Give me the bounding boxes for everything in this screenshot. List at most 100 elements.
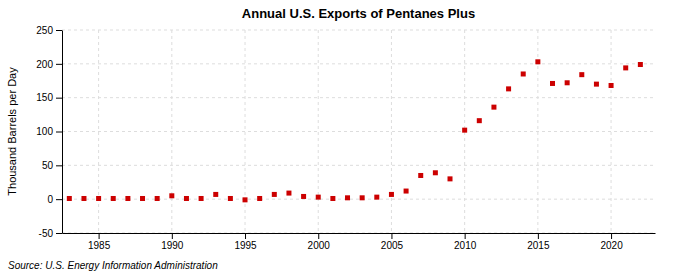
x-tick-label: 1985 [88, 240, 111, 251]
grid-line-y [62, 199, 655, 200]
x-tick-label: 1990 [161, 240, 184, 251]
x-tick: 2005 [381, 233, 404, 251]
grid-line-y [62, 131, 655, 132]
x-tick-mark [172, 233, 173, 239]
point [609, 83, 614, 88]
x-tick-label: 2015 [527, 240, 550, 251]
point [345, 195, 350, 200]
x-tick-mark [99, 233, 100, 239]
point [316, 195, 321, 200]
point [535, 59, 540, 64]
y-tick-label: 250 [36, 25, 53, 36]
y-tick: -50 [39, 228, 62, 239]
point [286, 191, 291, 196]
grid-line-y [62, 165, 655, 166]
source-note: Source: U.S. Energy Information Administ… [8, 260, 218, 271]
x-tick-mark [538, 233, 539, 239]
y-axis-line [62, 31, 63, 234]
point [169, 193, 174, 198]
x-tick-label: 2005 [381, 240, 404, 251]
point [477, 118, 482, 123]
x-tick-mark [611, 233, 612, 239]
point [213, 192, 218, 197]
plot-area: 1985 1990 1995 2000 2005 2010 2015 2020 -50 0 50 10… [36, 25, 655, 251]
point [81, 196, 86, 201]
point [330, 196, 335, 201]
y-tick-mark [56, 30, 62, 31]
point [550, 81, 555, 86]
point [418, 173, 423, 178]
x-tick-mark [391, 233, 392, 239]
y-tick: 0 [47, 194, 62, 205]
point [199, 196, 204, 201]
x-tick: 1985 [88, 233, 111, 251]
point [462, 128, 467, 133]
grid-line-y [62, 30, 655, 31]
y-tick: 150 [36, 92, 62, 103]
y-tick-label: 100 [36, 126, 53, 137]
y-tick: 250 [36, 25, 62, 36]
x-axis: 1985 1990 1995 2000 2005 2010 2015 2020 [63, 233, 656, 251]
point [272, 192, 277, 197]
point [623, 65, 628, 70]
x-tick: 2010 [454, 233, 477, 251]
point [360, 195, 365, 200]
x-tick-label: 2010 [454, 240, 477, 251]
grid-line-y [62, 233, 655, 234]
x-tick: 2020 [600, 233, 623, 251]
grid [62, 30, 655, 233]
point [67, 196, 72, 201]
grid-line-y [62, 63, 655, 64]
y-tick: 100 [36, 126, 62, 137]
point [491, 105, 496, 110]
y-tick-mark [56, 165, 62, 166]
chart-svg: 1985 1990 1995 2000 2005 2010 2015 2020 -50 0 50 10… [0, 0, 675, 275]
chart-container: 1985 1990 1995 2000 2005 2010 2015 2020 -50 0 50 10… [0, 0, 675, 275]
x-tick: 1990 [161, 233, 184, 251]
x-tick-label: 2000 [308, 240, 331, 251]
y-axis-title: Thousand Barrels per Day [6, 67, 18, 196]
point [111, 196, 116, 201]
marks [67, 59, 643, 202]
y-tick-mark [56, 64, 62, 65]
point [257, 196, 262, 201]
point [140, 196, 145, 201]
point [565, 80, 570, 85]
x-tick-label: 2020 [600, 240, 623, 251]
point [96, 196, 101, 201]
point [433, 170, 438, 175]
point [389, 192, 394, 197]
x-tick: 2000 [308, 233, 331, 251]
y-tick-label: 150 [36, 92, 53, 103]
y-tick: 200 [36, 59, 62, 70]
y-tick-mark [56, 233, 62, 234]
y-tick-mark [56, 199, 62, 200]
point [184, 196, 189, 201]
x-tick: 2015 [527, 233, 550, 251]
grid-line-x [391, 30, 392, 233]
title: Annual U.S. Exports of Pentanes Plus [242, 6, 475, 21]
point [448, 176, 453, 181]
point [228, 196, 233, 201]
point [638, 62, 643, 67]
x-tick-label: 1995 [234, 240, 257, 251]
x-axis-line [63, 233, 656, 234]
x-tick: 1995 [234, 233, 257, 251]
y-tick-label: 200 [36, 59, 53, 70]
y-tick-mark [56, 132, 62, 133]
point [243, 197, 248, 202]
x-tick-mark [318, 233, 319, 239]
point [155, 196, 160, 201]
point [594, 82, 599, 87]
point [404, 189, 409, 194]
point [579, 72, 584, 77]
x-tick-mark [245, 233, 246, 239]
point [125, 196, 130, 201]
y-tick-label: 50 [42, 160, 54, 171]
x-tick-mark [465, 233, 466, 239]
point [521, 71, 526, 76]
point [506, 86, 511, 91]
y-tick-mark [56, 98, 62, 99]
y-axis: -50 0 50 100 150 200 250 [36, 25, 62, 239]
grid-line-x [318, 30, 319, 233]
